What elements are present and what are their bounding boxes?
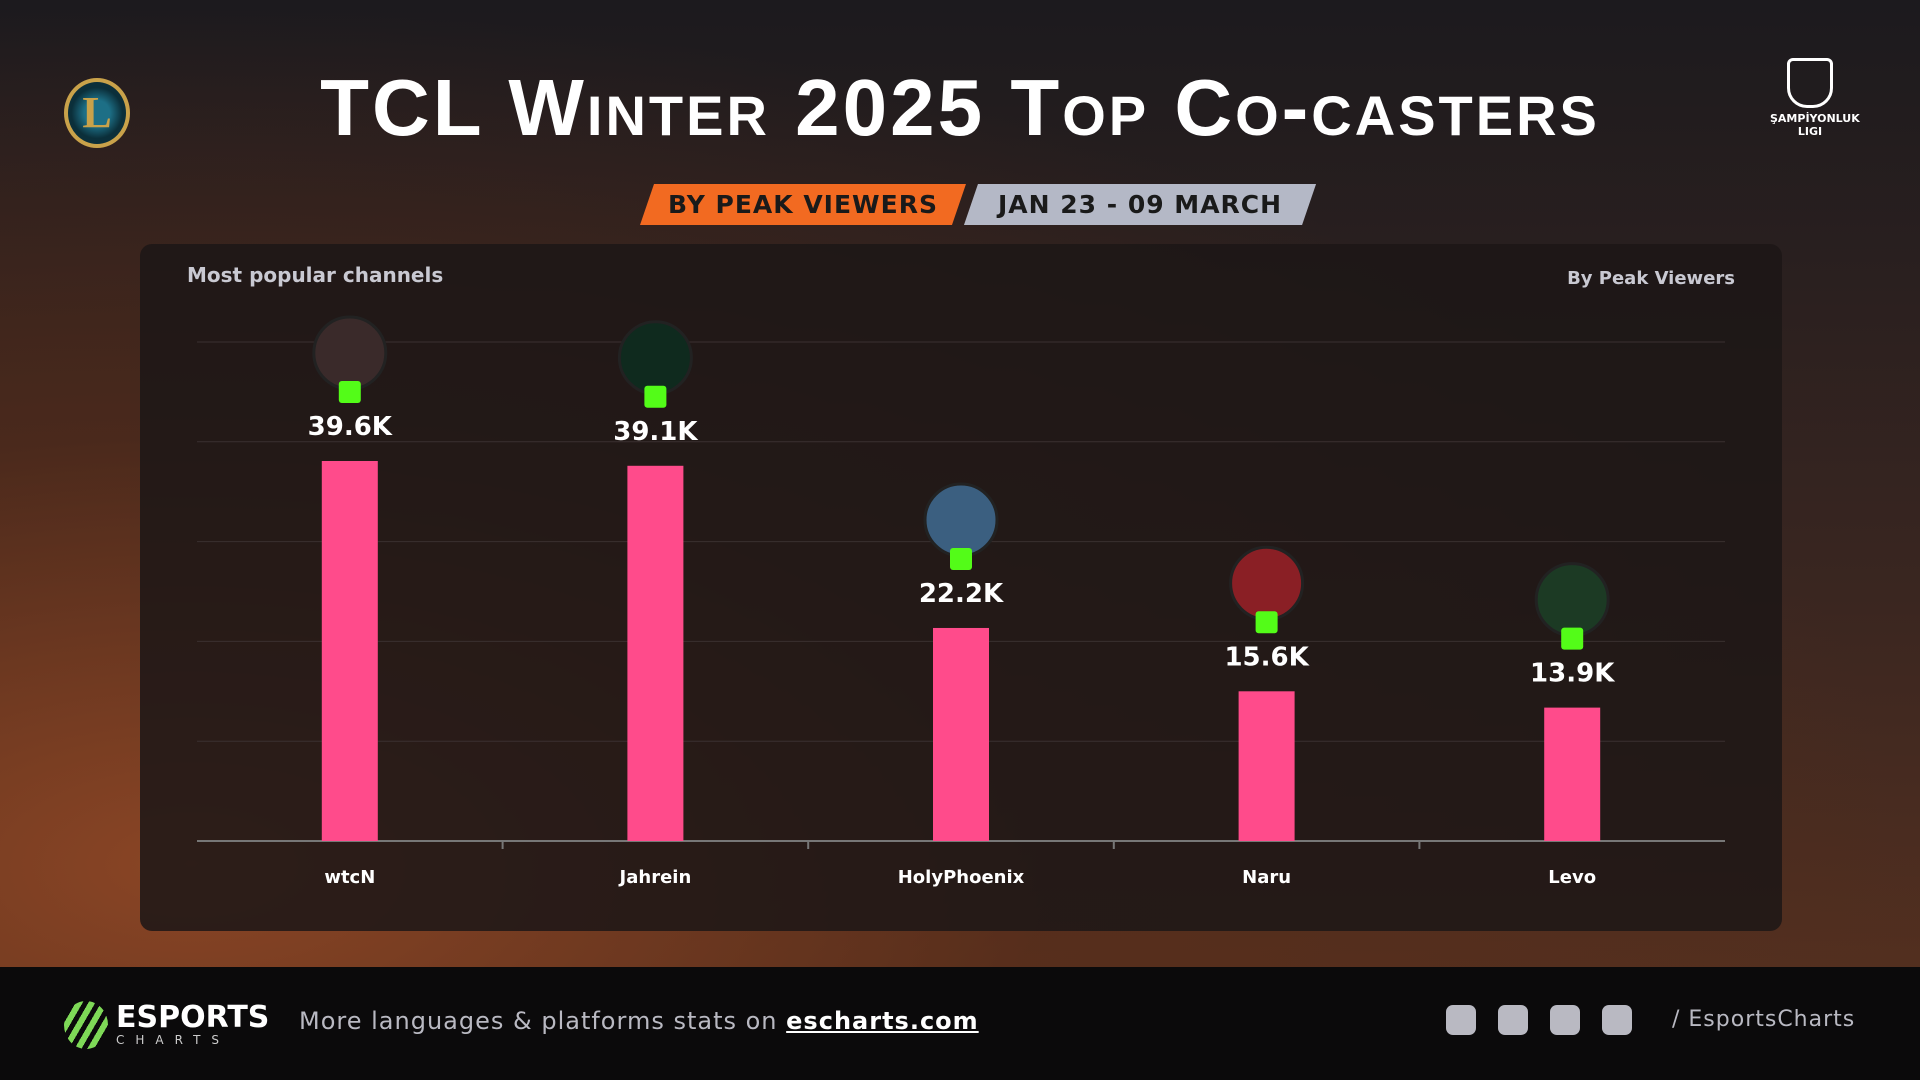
value-label: 39.6K <box>308 412 393 442</box>
avatar <box>1534 562 1610 638</box>
footer-handle: / EsportsCharts <box>1672 1007 1856 1032</box>
avatar <box>923 482 999 558</box>
chart-subtitle: Most popular channels <box>187 263 443 287</box>
facebook-icon[interactable] <box>1498 1005 1528 1035</box>
page-title: TCL Winter 2025 Top Co-casters <box>320 63 1600 152</box>
social-icons <box>1446 1005 1632 1035</box>
league-logo-text: ŞAMPİYONLUK LIGI <box>1770 112 1860 138</box>
value-label: 22.2K <box>919 579 1004 609</box>
kick-badge <box>644 385 667 408</box>
footer-link[interactable]: escharts.com <box>786 1007 979 1035</box>
x-tick-label: Levo <box>1548 867 1596 888</box>
badge-metric: BY PEAK VIEWERS <box>640 184 966 225</box>
kick-badge <box>1255 611 1278 634</box>
bar <box>1238 691 1295 841</box>
badge-dates: JAN 23 - 09 MARCH <box>964 184 1316 225</box>
kick-badge <box>1561 627 1584 650</box>
value-label: 13.9K <box>1530 659 1615 689</box>
kick-badge <box>950 547 972 570</box>
value-label: 39.1K <box>613 417 698 447</box>
brand-sub: CHARTS <box>116 1033 231 1047</box>
kick-badge <box>338 380 361 403</box>
instagram-icon[interactable] <box>1550 1005 1580 1035</box>
bar <box>321 460 378 841</box>
footer: ESPORTS CHARTS More languages & platforms… <box>0 967 1920 1080</box>
footer-note: More languages & platforms stats on <box>299 1007 778 1035</box>
badges: BY PEAK VIEWERS JAN 23 - 09 MARCH <box>640 184 1316 225</box>
avatar <box>312 315 388 391</box>
bar <box>933 627 989 841</box>
value-label: 15.6K <box>1224 642 1309 672</box>
bar <box>1544 707 1601 841</box>
footer-text: More languages & platforms stats on esch… <box>299 1007 979 1035</box>
brand: ESPORTS CHARTS <box>64 1001 269 1049</box>
avatar <box>1229 545 1305 621</box>
linkedin-icon[interactable] <box>1602 1005 1632 1035</box>
lol-logo: L <box>64 78 130 148</box>
chart-panel: Most popular channels By Peak Viewers wt… <box>140 244 1782 931</box>
x-tick-label: HolyPhoenix <box>898 867 1025 888</box>
x-icon[interactable] <box>1446 1005 1476 1035</box>
brand-name: ESPORTS <box>116 1000 270 1035</box>
avatar <box>617 320 693 396</box>
x-tick-label: wtcN <box>324 867 375 888</box>
bar <box>627 465 684 841</box>
chart: Most popular channels By Peak Viewers wt… <box>187 263 1735 888</box>
league-logo: ŞAMPİYONLUK LIGI <box>1770 58 1860 138</box>
x-tick-label: Naru <box>1242 867 1291 888</box>
chart-annotation: By Peak Viewers <box>1567 268 1735 289</box>
x-tick-label: Jahrein <box>618 867 692 888</box>
